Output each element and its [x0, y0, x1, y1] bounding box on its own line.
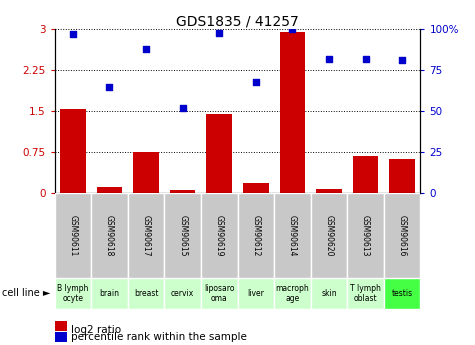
Bar: [384, 278, 420, 309]
Bar: [55, 278, 91, 309]
Title: GDS1835 / 41257: GDS1835 / 41257: [176, 14, 299, 28]
Text: brain: brain: [99, 289, 120, 298]
Bar: [311, 193, 347, 278]
Text: GSM90612: GSM90612: [251, 215, 260, 256]
Bar: [91, 193, 128, 278]
Bar: [133, 152, 159, 193]
Bar: [201, 278, 238, 309]
Bar: [384, 193, 420, 278]
Text: GSM90620: GSM90620: [324, 215, 333, 256]
Bar: [243, 183, 268, 193]
Bar: [55, 193, 91, 278]
Bar: [347, 193, 384, 278]
Text: macroph
age: macroph age: [276, 284, 309, 303]
Text: breast: breast: [134, 289, 158, 298]
Bar: [274, 193, 311, 278]
Text: B lymph
ocyte: B lymph ocyte: [57, 284, 89, 303]
Bar: [238, 278, 274, 309]
Bar: [347, 278, 384, 309]
Bar: [207, 114, 232, 193]
Text: liver: liver: [247, 289, 264, 298]
Text: testis: testis: [391, 289, 413, 298]
Point: [105, 84, 113, 89]
Text: T lymph
oblast: T lymph oblast: [350, 284, 381, 303]
Bar: [280, 32, 305, 193]
Text: log2 ratio: log2 ratio: [71, 325, 122, 335]
Text: cervix: cervix: [171, 289, 194, 298]
Point: [179, 105, 186, 111]
Text: GSM90611: GSM90611: [68, 215, 77, 256]
Bar: [60, 109, 86, 193]
Bar: [390, 159, 415, 193]
Point: [362, 56, 370, 61]
Text: GSM90614: GSM90614: [288, 215, 297, 256]
Bar: [91, 278, 128, 309]
Bar: [128, 193, 164, 278]
Text: GSM90618: GSM90618: [105, 215, 114, 256]
Bar: [316, 189, 342, 193]
Bar: [164, 278, 201, 309]
Bar: [201, 193, 238, 278]
Text: GSM90619: GSM90619: [215, 215, 224, 256]
Text: percentile rank within the sample: percentile rank within the sample: [71, 332, 247, 342]
Bar: [164, 193, 201, 278]
Point: [142, 46, 150, 52]
Text: skin: skin: [321, 289, 337, 298]
Point: [252, 79, 259, 85]
Text: GSM90616: GSM90616: [398, 215, 407, 256]
Bar: [238, 193, 274, 278]
Point: [325, 56, 332, 61]
Bar: [170, 190, 195, 193]
Point: [69, 31, 77, 37]
Bar: [353, 156, 378, 193]
Bar: [311, 278, 347, 309]
Text: GSM90613: GSM90613: [361, 215, 370, 256]
Bar: [128, 278, 164, 309]
Text: liposaro
oma: liposaro oma: [204, 284, 235, 303]
Point: [398, 58, 406, 63]
Text: GSM90615: GSM90615: [178, 215, 187, 256]
Text: cell line ►: cell line ►: [2, 288, 51, 298]
Point: [289, 27, 296, 32]
Text: GSM90617: GSM90617: [142, 215, 151, 256]
Bar: [97, 187, 122, 193]
Point: [216, 30, 223, 35]
Bar: [274, 278, 311, 309]
